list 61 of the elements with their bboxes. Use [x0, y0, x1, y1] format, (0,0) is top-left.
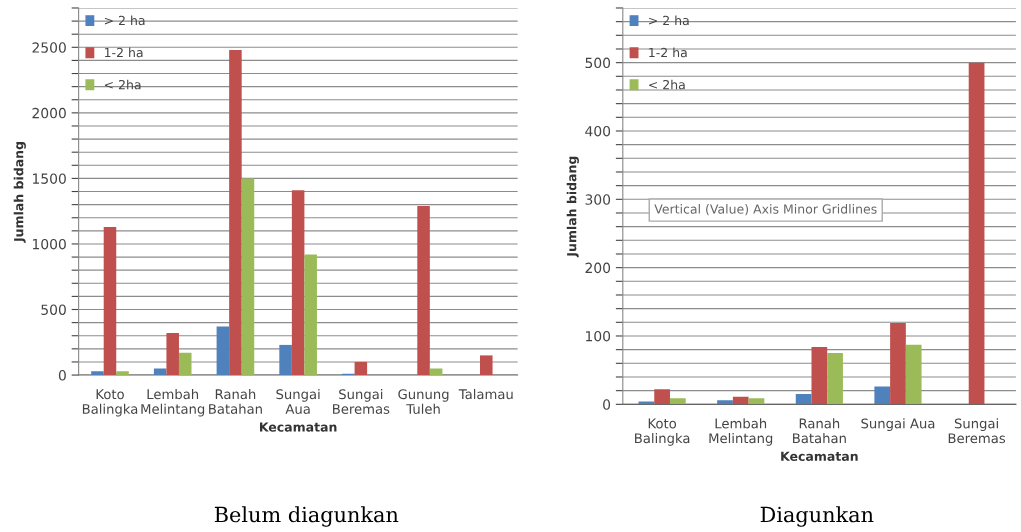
legend-label: 1-2 ha [104, 47, 143, 58]
y-tick-label: 300 [585, 194, 611, 205]
bar [279, 344, 292, 376]
bar [669, 398, 686, 405]
bar [241, 178, 255, 376]
bar [890, 323, 906, 405]
x-tick-label: Sungai Beremas [948, 418, 1006, 444]
text: Belum diagunkan [214, 506, 399, 527]
y-tick-label: 1000 [32, 238, 66, 250]
y-tick-label: 500 [585, 57, 611, 69]
x-tick-label: Koto Balingka [635, 418, 690, 446]
x-tick-label: Lembah Melintang [709, 418, 773, 446]
bar [417, 205, 430, 376]
bar [905, 344, 922, 405]
x-tick-label: Gunung Tuleh [398, 389, 449, 414]
text: Diagunkan [760, 506, 874, 527]
bar [116, 371, 129, 376]
bar [103, 226, 117, 376]
x-tick-label: Ranah Batahan [793, 418, 846, 444]
bar [968, 62, 985, 405]
bar [795, 394, 812, 405]
x-tick-label: Sungai Aua [861, 418, 935, 431]
bar [480, 355, 493, 376]
bar [91, 371, 104, 376]
y-tick-label: 0 [603, 399, 611, 410]
y-tick-label: 2500 [32, 42, 66, 53]
bar [748, 398, 765, 405]
x-tick-label: Sungai Aua [276, 388, 320, 414]
bar [874, 386, 891, 405]
bar [717, 400, 733, 405]
annotation: Vertical (Value) Axis Minor Gridlines [654, 204, 877, 216]
bar [216, 326, 230, 376]
y-tick-label: 2000 [32, 107, 66, 119]
y-tick-label: 100 [586, 330, 611, 342]
y-tick-label: 400 [585, 125, 611, 137]
y-axis-title: Jumlah bidang [13, 142, 26, 243]
legend-label: 1-2 ha [649, 47, 687, 58]
x-axis-title: Kecamatan [781, 451, 858, 461]
x-tick-label: Sungai Beremas [333, 388, 390, 414]
x-tick-label: Talamau [458, 388, 513, 400]
bar [732, 396, 749, 405]
y-tick-label: 500 [41, 304, 66, 315]
y-tick-label: 200 [585, 262, 611, 274]
bar [178, 352, 192, 376]
y-tick-label: 1500 [32, 173, 66, 184]
legend-label: < 2ha [649, 79, 685, 90]
bar [291, 190, 305, 376]
x-axis-title: Kecamatan [260, 422, 337, 432]
bar [654, 389, 670, 405]
x-tick-label: Lembah Melintang [141, 388, 205, 417]
y-tick-label: 0 [58, 370, 66, 381]
legend-label: > 2 ha [104, 15, 145, 26]
bar [166, 333, 179, 376]
y-axis-title: Jumlah bidang [566, 156, 579, 258]
bar [811, 346, 828, 405]
bar [354, 361, 368, 376]
bar [827, 353, 843, 405]
bar [229, 49, 242, 376]
x-tick-label: Ranah Batahan [209, 388, 262, 414]
x-tick-label: Koto Balingka [82, 389, 138, 417]
bar [304, 254, 317, 376]
